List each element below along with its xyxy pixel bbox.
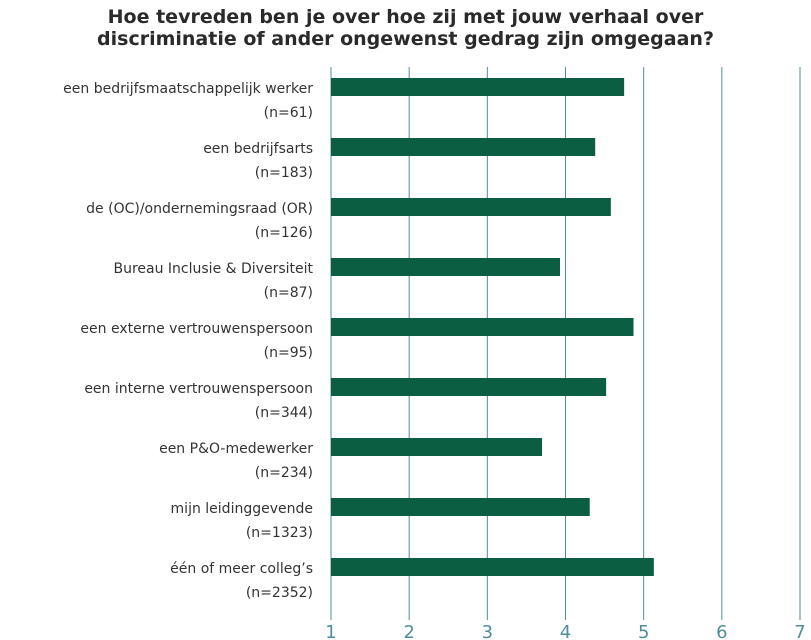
bar-2 bbox=[331, 198, 611, 216]
category-label-4: een externe vertrouwenspersoon bbox=[80, 321, 313, 337]
category-n-label-0: (n=61) bbox=[264, 105, 313, 121]
category-n-label-6: (n=234) bbox=[255, 465, 313, 481]
category-n-label-8: (n=2352) bbox=[246, 585, 313, 601]
bar-7 bbox=[331, 498, 590, 516]
bar-8 bbox=[331, 558, 654, 576]
chart-title: Hoe tevreden ben je over hoe zij met jou… bbox=[0, 6, 811, 50]
bar-1 bbox=[331, 138, 596, 156]
category-label-6: een P&O-medewerker bbox=[159, 441, 313, 457]
bar-4 bbox=[331, 318, 634, 336]
category-label-2: de (OC)/ondernemingsraad (OR) bbox=[86, 201, 313, 217]
x-tick-label-5: 5 bbox=[638, 622, 649, 640]
chart-title-line-2: discriminatie of ander ongewenst gedrag … bbox=[97, 28, 714, 50]
chart-title-line-1: Hoe tevreden ben je over hoe zij met jou… bbox=[107, 6, 704, 28]
x-tick-label-2: 2 bbox=[403, 622, 414, 640]
category-label-7: mijn leidinggevende bbox=[171, 501, 313, 517]
category-label-1: een bedrijfsarts bbox=[203, 141, 313, 157]
category-n-label-7: (n=1323) bbox=[246, 525, 313, 541]
category-label-3: Bureau Inclusie & Diversiteit bbox=[113, 261, 313, 277]
bar-3 bbox=[331, 258, 561, 276]
category-n-label-5: (n=344) bbox=[255, 405, 313, 421]
x-tick-label-6: 6 bbox=[716, 622, 727, 640]
category-label-0: een bedrijfsmaatschappelijk werker bbox=[63, 81, 313, 97]
category-n-label-4: (n=95) bbox=[264, 345, 313, 361]
x-tick-label-1: 1 bbox=[325, 622, 336, 640]
x-tick-label-4: 4 bbox=[560, 622, 571, 640]
bar-5 bbox=[331, 378, 607, 396]
category-label-5: een interne vertrouwenspersoon bbox=[84, 381, 313, 397]
bar-0 bbox=[331, 78, 625, 96]
category-label-8: één of meer colleg’s bbox=[170, 561, 313, 577]
category-n-label-1: (n=183) bbox=[255, 165, 313, 181]
bar-6 bbox=[331, 438, 543, 456]
category-n-label-2: (n=126) bbox=[255, 225, 313, 241]
category-n-label-3: (n=87) bbox=[264, 285, 313, 301]
x-tick-label-7: 7 bbox=[794, 622, 805, 640]
x-tick-label-3: 3 bbox=[482, 622, 493, 640]
